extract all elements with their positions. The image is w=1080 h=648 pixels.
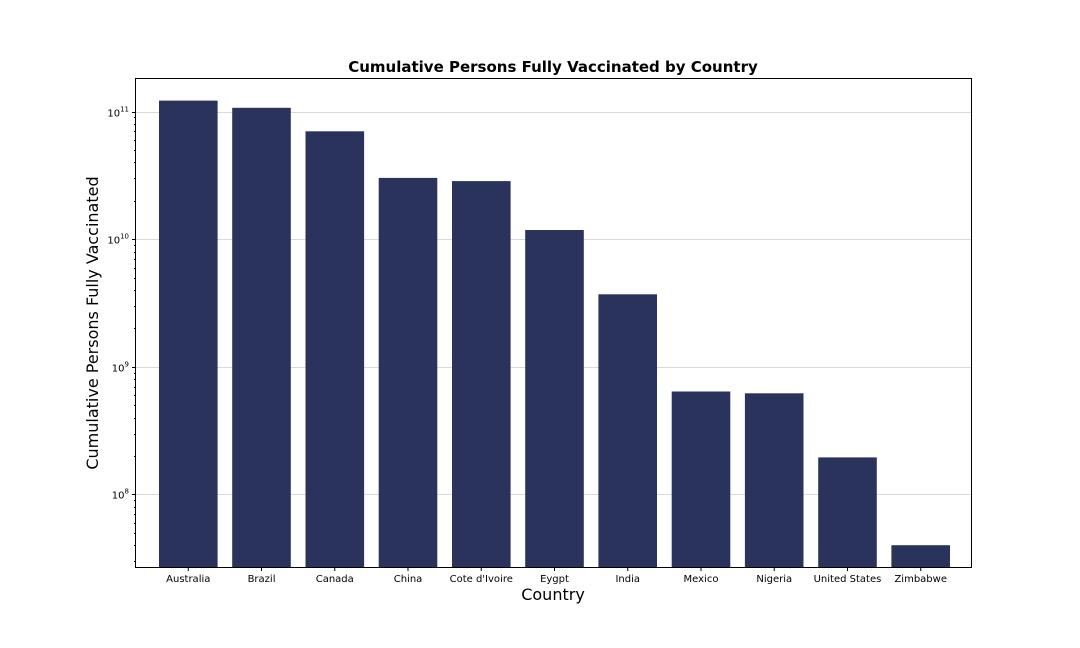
y-tick-base: 10 — [107, 109, 120, 120]
bar-zimbabwe — [891, 545, 950, 567]
bar-nigeria — [744, 393, 804, 567]
x-tick-label: India — [615, 574, 640, 585]
bar-mexico — [671, 391, 731, 567]
x-tick-label: United States — [814, 574, 882, 585]
plot-frame — [135, 78, 972, 568]
bar-india — [598, 294, 657, 567]
x-tick-label: Mexico — [684, 574, 719, 585]
bar-eygpt — [525, 230, 584, 567]
y-tick-base: 10 — [112, 491, 125, 502]
x-tick-label: Brazil — [248, 574, 276, 585]
y-tick-base: 10 — [107, 236, 120, 247]
y-tick-exponent: 9 — [125, 361, 129, 369]
bar-australia — [159, 100, 218, 567]
x-tick-label: Cote d'Ivoire — [450, 574, 513, 585]
bar-brazil — [232, 107, 291, 568]
x-axis-ticks: Australia Brazil Canada China Cote d'Ivoire E… — [166, 567, 947, 585]
y-tick-exponent: 8 — [125, 488, 129, 496]
y-tick-label: 1010 — [107, 233, 129, 247]
x-tick-label: Eygpt — [540, 574, 569, 585]
x-tick-label: Australia — [166, 574, 210, 585]
y-tick-label: 1011 — [107, 106, 129, 120]
x-tick-label: Zimbabwe — [894, 574, 947, 585]
y-axis-label: Cumulative Persons Fully Vaccinated — [83, 176, 102, 469]
bar-united-states — [818, 457, 877, 567]
x-tick-label: China — [394, 574, 423, 585]
y-tick-exponent: 10 — [120, 233, 129, 241]
bars — [159, 100, 950, 568]
y-tick-label: 109 — [112, 361, 129, 375]
x-tick-label: Canada — [316, 574, 354, 585]
y-tick-exponent: 11 — [120, 106, 129, 114]
y-tick-base: 10 — [112, 364, 125, 375]
x-axis-label: Country — [521, 585, 585, 604]
bar-cote-d-ivoire — [452, 181, 511, 567]
bar-canada — [305, 131, 365, 568]
x-tick-label: Nigeria — [756, 574, 792, 585]
y-tick-label: 108 — [112, 488, 129, 502]
bar-china — [378, 177, 438, 567]
chart-title: Cumulative Persons Fully Vaccinated by C… — [348, 58, 758, 76]
